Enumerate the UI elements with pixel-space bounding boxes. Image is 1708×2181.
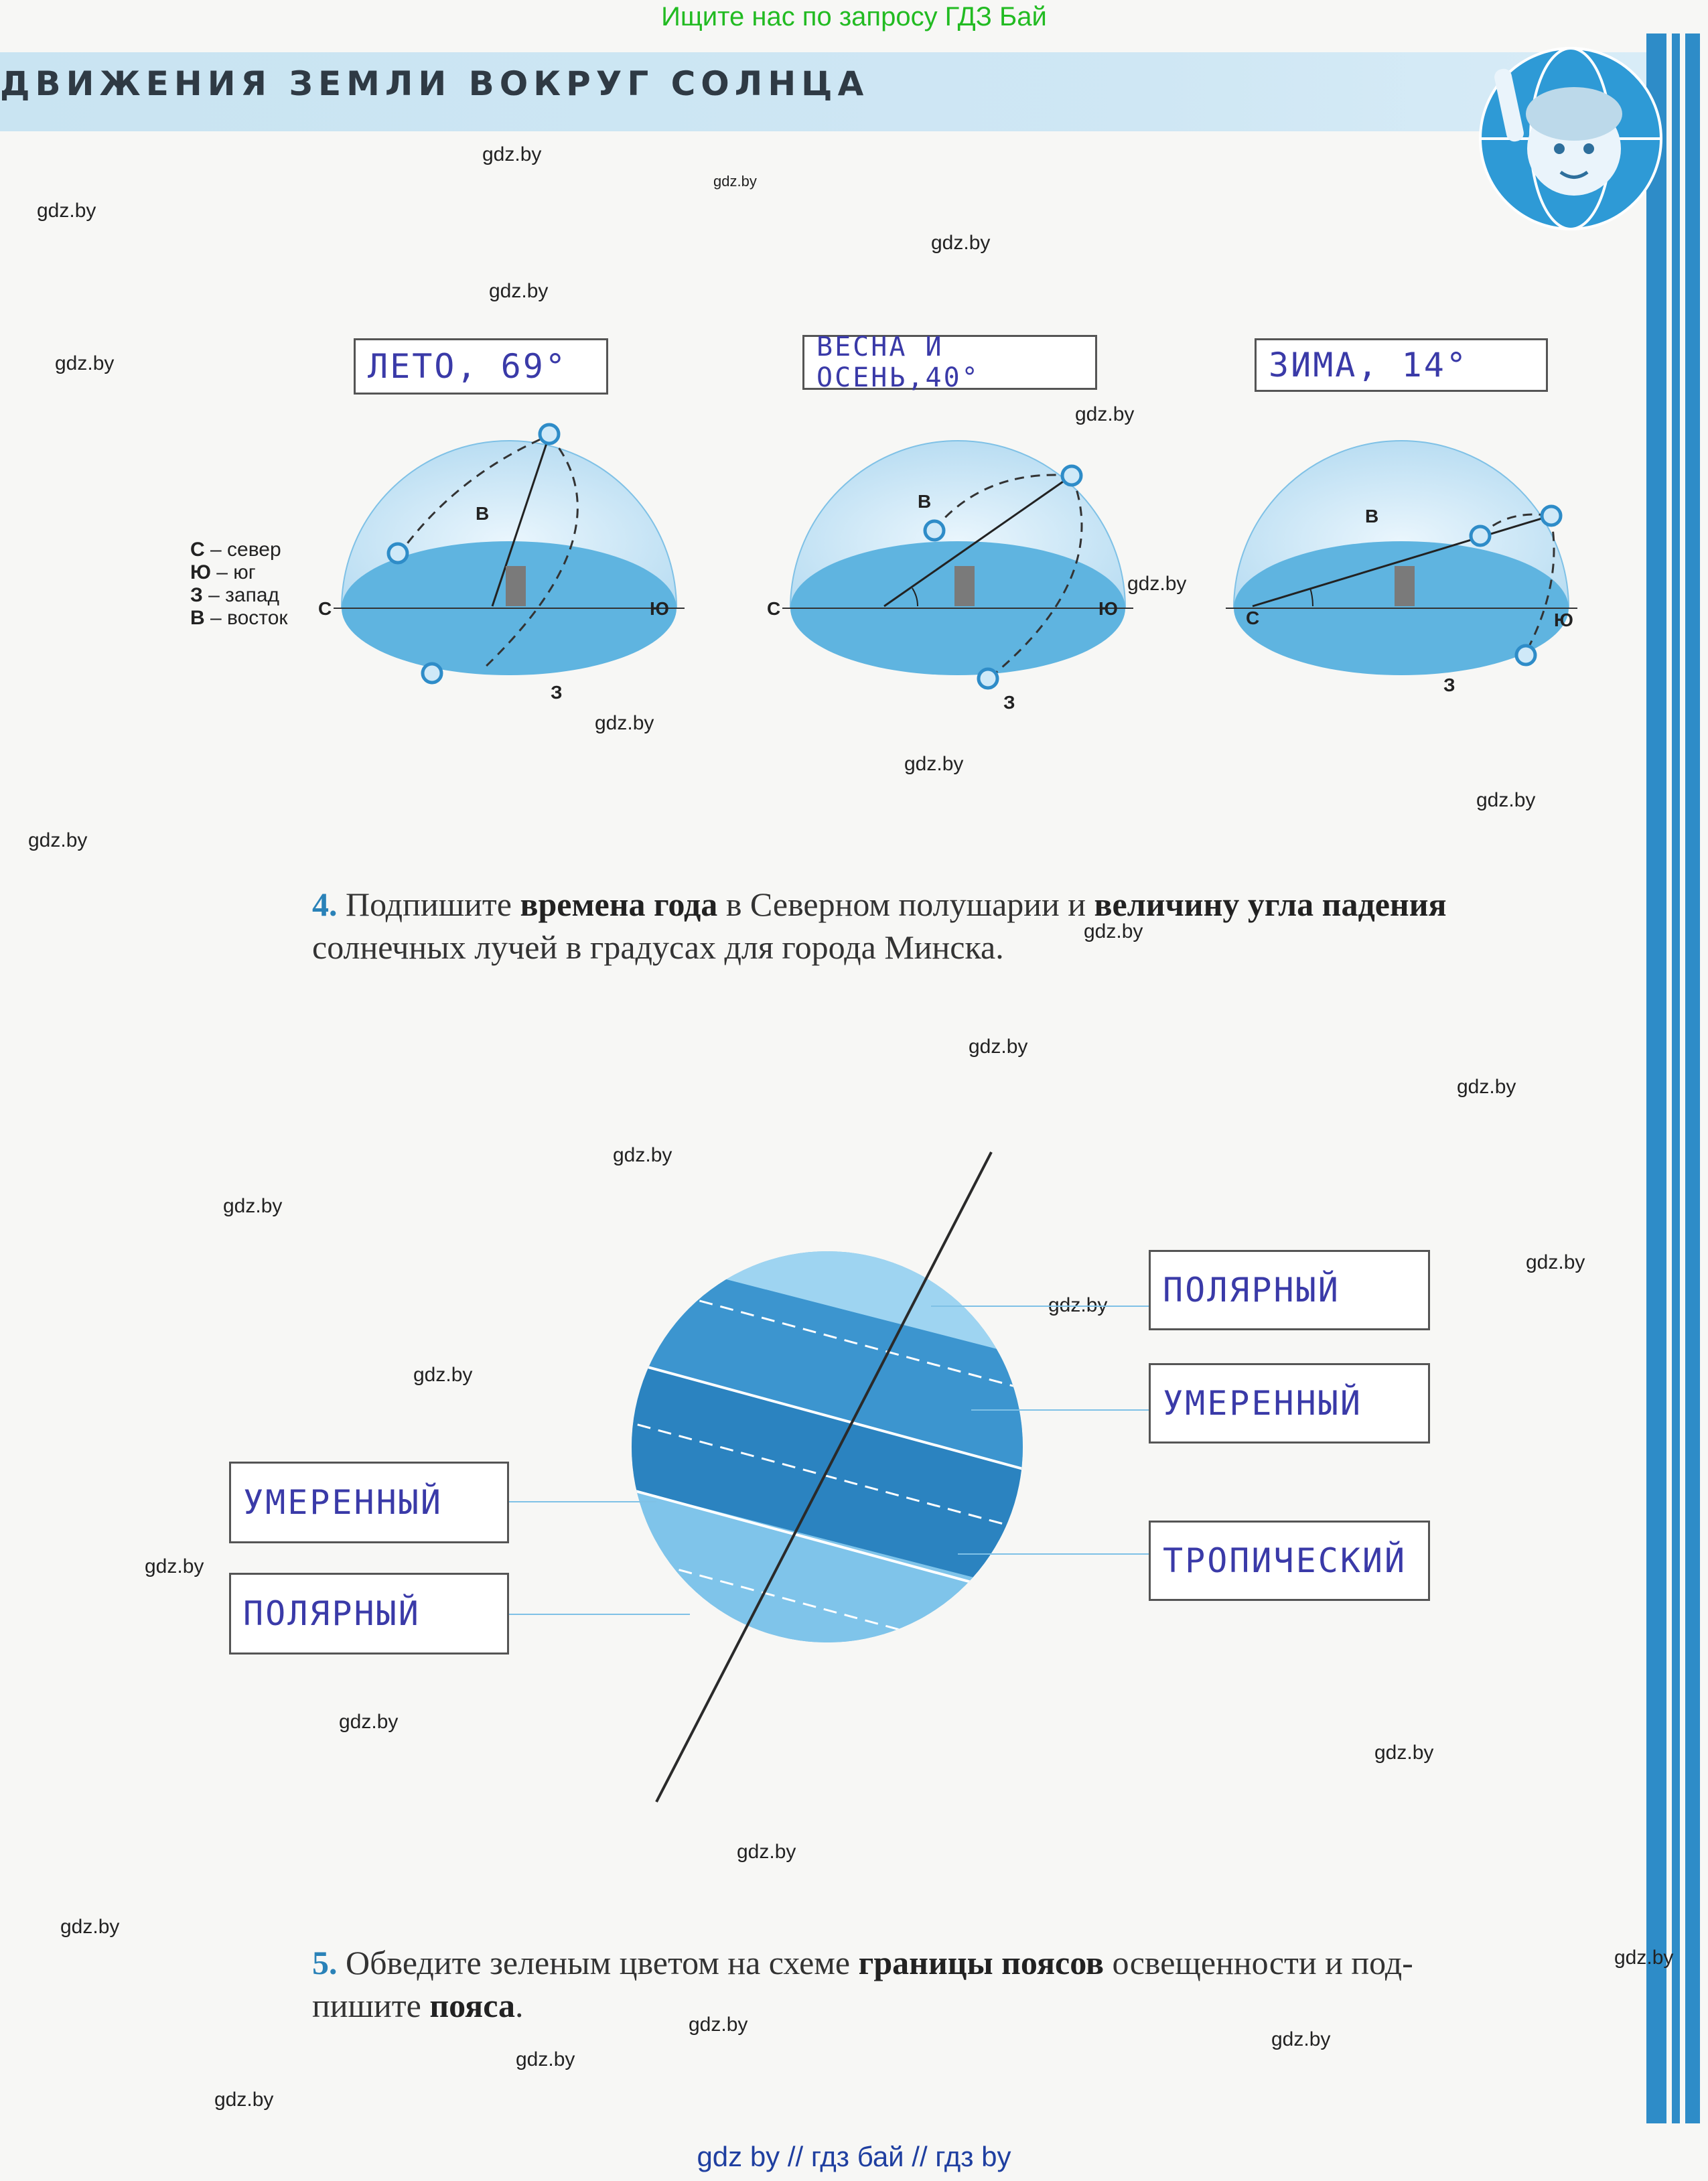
footer-links[interactable]: gdz by // гдз бай // гдз by (697, 2141, 1011, 2172)
task-5-line-2: пишите пояса. (312, 1987, 524, 2024)
west-label: З (1443, 675, 1455, 695)
zone-label-polar-south[interactable]: ПОЛЯРНЫЙ (229, 1573, 509, 1655)
side-stripe (1685, 33, 1700, 2123)
watermark: gdz.by (1457, 1076, 1516, 1098)
south-label: Ю (650, 598, 669, 619)
east-label: В (918, 491, 931, 512)
header-bar (0, 52, 1654, 131)
watermark: gdz.by (413, 1364, 473, 1386)
illumination-zones-globe (509, 1151, 1149, 1803)
season-label-winter[interactable]: ЗИМА, 14° (1255, 338, 1548, 392)
watermark: gdz.by (1048, 1294, 1108, 1316)
watermark: gdz.by (489, 280, 549, 302)
page-title: ДВИЖЕНИЯ ЗЕМЛИ ВОКРУГ СОЛНЦА (0, 64, 869, 103)
side-stripe (1646, 33, 1666, 2123)
south-label: Ю (1098, 598, 1118, 619)
watermark: gdz.by (1127, 573, 1187, 595)
task-5-line-1: 5. Обведите зеленым цветом на схеме гран… (312, 1944, 1413, 1981)
watermark: gdz.by (737, 1841, 796, 1863)
watermark: gdz.by (1084, 920, 1143, 942)
watermark: gdz.by (1526, 1251, 1585, 1273)
hemisphere-winter: С Ю В З (1226, 440, 1577, 695)
watermark: gdz.by (713, 173, 757, 190)
search-banner: Ищите нас по запросу ГДЗ Бай (661, 2, 1047, 31)
watermark: gdz.by (689, 2014, 748, 2036)
task-5: 5. Обведите зеленым цветом на схеме гран… (312, 1941, 1531, 2027)
watermark: gdz.by (60, 1916, 120, 1938)
watermark: gdz.by (1271, 2028, 1331, 2050)
watermark: gdz.by (223, 1195, 283, 1217)
south-label: Ю (1554, 610, 1573, 630)
west-label: З (1003, 692, 1015, 710)
watermark: gdz.by (28, 829, 88, 851)
watermark: gdz.by (969, 1036, 1028, 1058)
watermark: gdz.by (931, 232, 991, 254)
task-4-line-1: 4. Подпишите времена года в Северном пол… (312, 886, 1447, 923)
watermark: gdz.by (1374, 1742, 1434, 1764)
west-label: З (551, 682, 563, 703)
watermark: gdz.by (55, 352, 115, 374)
hemisphere-spring-autumn: С Ю В З (767, 440, 1133, 710)
east-label: В (476, 503, 489, 524)
legend-item: В – восток (190, 607, 288, 629)
zone-label-tropical[interactable]: ТРОПИЧЕСКИЙ (1149, 1521, 1430, 1601)
season-label-spring-autumn[interactable]: ВЕСНА И ОСЕНЬ,40° (802, 332, 1097, 393)
legend-item: С – север (190, 539, 281, 561)
mascot-globe-logo (1479, 47, 1662, 230)
north-label: С (1246, 608, 1259, 628)
watermark: gdz.by (145, 1555, 204, 1577)
north-label: С (767, 598, 780, 619)
north-label: С (318, 598, 332, 619)
legend-item: Ю – юг (190, 561, 256, 583)
watermark: gdz.by (482, 143, 542, 165)
zone-label-polar-north[interactable]: ПОЛЯРНЫЙ (1149, 1250, 1430, 1330)
east-label: В (1365, 506, 1378, 526)
side-stripe (1672, 33, 1680, 2123)
watermark: gdz.by (1476, 789, 1536, 811)
watermark: gdz.by (37, 200, 96, 222)
task-4-line-2: солнечных лучей в градусах для города Ми… (312, 928, 1004, 966)
hemisphere-summer: С Ю В З (318, 423, 685, 703)
task-4: 4. Подпишите времена года в Северном пол… (312, 883, 1531, 969)
season-label-summer[interactable]: ЛЕТО, 69° (354, 338, 608, 395)
watermark: gdz.by (214, 2089, 274, 2111)
watermark: gdz.by (595, 712, 654, 734)
direction-legend: С – север Ю – юг З – запад В – восток (190, 539, 288, 630)
watermark: gdz.by (1075, 403, 1135, 425)
watermark: gdz.by (516, 2048, 575, 2070)
legend-item: З – запад (190, 584, 280, 606)
watermark: gdz.by (613, 1144, 672, 1166)
zone-label-temperate-south[interactable]: УМЕРЕННЫЙ (229, 1462, 509, 1543)
zone-label-temperate-north[interactable]: УМЕРЕННЫЙ (1149, 1363, 1430, 1444)
watermark: gdz.by (1614, 1947, 1674, 1969)
watermark: gdz.by (904, 753, 964, 775)
watermark: gdz.by (339, 1711, 399, 1733)
